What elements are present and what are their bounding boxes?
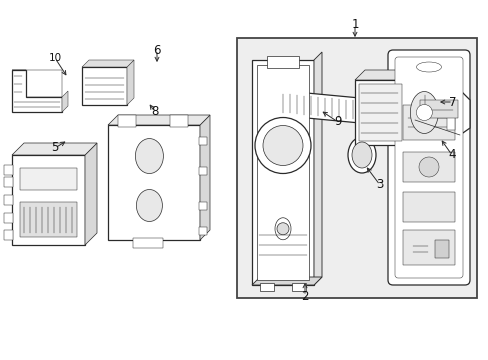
Ellipse shape [274,218,290,240]
Ellipse shape [409,91,437,134]
Bar [199,167,206,175]
Text: 3: 3 [376,179,383,192]
Text: 7: 7 [448,95,456,108]
Polygon shape [12,143,97,155]
Circle shape [276,223,288,235]
Bar [199,202,206,210]
Text: 8: 8 [151,105,159,118]
Bar [402,192,454,222]
Circle shape [254,117,310,174]
Bar [266,56,298,68]
Polygon shape [82,67,127,105]
Circle shape [263,126,303,166]
Bar [402,152,454,182]
Bar [434,240,448,258]
Polygon shape [12,70,62,112]
Bar [4,230,13,240]
Bar [260,283,273,291]
Polygon shape [251,60,313,285]
Ellipse shape [136,189,162,221]
Text: 1: 1 [350,18,358,31]
Bar [419,100,457,118]
FancyBboxPatch shape [387,50,469,285]
Bar [446,105,454,130]
Bar [402,105,454,140]
Polygon shape [251,277,321,285]
Polygon shape [274,90,359,123]
Ellipse shape [416,62,441,72]
Bar [237,38,476,298]
Bar [170,115,187,127]
Bar [4,195,13,205]
Polygon shape [313,52,321,285]
Text: 6: 6 [153,44,161,57]
Bar [4,177,13,187]
Polygon shape [200,115,209,240]
Bar [358,84,401,141]
Bar [118,115,136,127]
Bar [199,227,206,235]
Bar [4,165,13,175]
Bar [12,155,85,245]
Circle shape [415,104,431,121]
Polygon shape [354,70,459,80]
Polygon shape [12,70,62,97]
Ellipse shape [135,139,163,174]
Bar [199,137,206,145]
Polygon shape [261,97,274,110]
Bar [133,238,163,248]
Bar [257,65,308,280]
FancyBboxPatch shape [394,57,462,278]
Bar [4,213,13,223]
Bar [354,80,449,145]
Bar [20,168,77,190]
Text: 2: 2 [301,289,308,302]
Circle shape [418,157,438,177]
Bar [20,202,77,237]
Text: 10: 10 [48,53,61,63]
Polygon shape [85,143,97,245]
Ellipse shape [351,142,371,168]
Bar [291,283,305,291]
Polygon shape [108,115,209,125]
Polygon shape [82,60,134,67]
Polygon shape [62,91,68,112]
Text: 4: 4 [447,148,455,162]
Polygon shape [414,90,469,135]
Bar [108,125,200,240]
Text: 9: 9 [334,116,341,129]
Text: 5: 5 [51,141,59,154]
Polygon shape [127,60,134,105]
Bar [402,230,454,265]
Ellipse shape [347,137,375,173]
Polygon shape [449,70,459,145]
